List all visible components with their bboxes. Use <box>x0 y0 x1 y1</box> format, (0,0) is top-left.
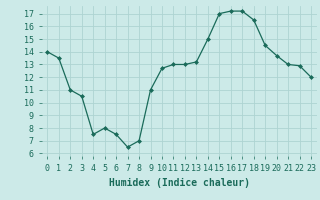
X-axis label: Humidex (Indice chaleur): Humidex (Indice chaleur) <box>109 178 250 188</box>
